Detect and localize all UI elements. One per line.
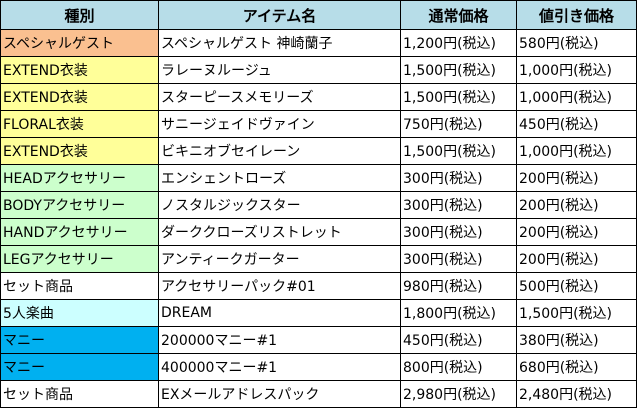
discount-price-cell: 380円(税込) <box>516 326 637 354</box>
discount-price-cell: 200円(税込) <box>516 218 637 246</box>
regular-price-cell: 300円(税込) <box>400 245 517 273</box>
regular-price-cell: 800円(税込) <box>400 353 517 381</box>
item-cell: スターピースメモリーズ <box>158 83 401 111</box>
discount-price-cell: 200円(税込) <box>516 164 637 192</box>
type-cell: マニー <box>0 326 159 354</box>
discount-price-cell: 200円(税込) <box>516 191 637 219</box>
item-cell: ノスタルジックスター <box>158 191 401 219</box>
type-cell: BODYアクセサリー <box>0 191 159 219</box>
table-row: マニー 200000マニー#1 450円(税込) 380円(税込) <box>0 326 637 354</box>
regular-price-cell: 2,980円(税込) <box>400 380 517 408</box>
discount-price-cell: 1,000円(税込) <box>516 83 637 111</box>
regular-price-cell: 300円(税込) <box>400 191 517 219</box>
type-cell: HANDアクセサリー <box>0 218 159 246</box>
item-cell: EXメールアドレスパック <box>158 380 401 408</box>
type-cell: EXTEND衣装 <box>0 83 159 111</box>
regular-price-cell: 980円(税込) <box>400 272 517 300</box>
table-row: セット商品 EXメールアドレスパック 2,980円(税込) 2,480円(税込) <box>0 380 637 408</box>
item-cell: アンティークガーター <box>158 245 401 273</box>
regular-price-cell: 1,500円(税込) <box>400 137 517 165</box>
table-row: LEGアクセサリー アンティークガーター 300円(税込) 200円(税込) <box>0 245 637 273</box>
header-row: 種別 アイテム名 通常価格 値引き価格 <box>0 0 637 30</box>
item-cell: アクセサリーパック#01 <box>158 272 401 300</box>
type-cell: マニー <box>0 353 159 381</box>
type-cell: FLORAL衣装 <box>0 110 159 138</box>
type-cell: LEGアクセサリー <box>0 245 159 273</box>
discount-price-cell: 500円(税込) <box>516 272 637 300</box>
regular-price-cell: 1,800円(税込) <box>400 299 517 327</box>
discount-price-cell: 580円(税込) <box>516 29 637 57</box>
table-row: FLORAL衣装 サニージェイドヴァイン 750円(税込) 450円(税込) <box>0 110 637 138</box>
type-cell: セット商品 <box>0 272 159 300</box>
regular-price-cell: 300円(税込) <box>400 218 517 246</box>
type-cell: HEADアクセサリー <box>0 164 159 192</box>
discount-price-cell: 1,000円(税込) <box>516 137 637 165</box>
table-row: EXTEND衣装 スターピースメモリーズ 1,500円(税込) 1,000円(税… <box>0 83 637 111</box>
item-cell: ビキニオブセイレーン <box>158 137 401 165</box>
table-row: EXTEND衣装 ラレーヌルージュ 1,500円(税込) 1,000円(税込) <box>0 56 637 84</box>
discount-price-cell: 2,480円(税込) <box>516 380 637 408</box>
item-cell: DREAM <box>158 299 401 327</box>
header-regular-price: 通常価格 <box>400 0 517 30</box>
regular-price-cell: 1,500円(税込) <box>400 83 517 111</box>
discount-price-cell: 1,000円(税込) <box>516 56 637 84</box>
regular-price-cell: 300円(税込) <box>400 164 517 192</box>
header-discount-price: 値引き価格 <box>516 0 637 30</box>
item-cell: ダーククローズリストレット <box>158 218 401 246</box>
type-cell: EXTEND衣装 <box>0 56 159 84</box>
table-row: セット商品 アクセサリーパック#01 980円(税込) 500円(税込) <box>0 272 637 300</box>
item-cell: 200000マニー#1 <box>158 326 401 354</box>
discount-price-cell: 680円(税込) <box>516 353 637 381</box>
price-table: 種別 アイテム名 通常価格 値引き価格 スペシャルゲスト スペシャルゲスト 神崎… <box>0 0 637 408</box>
regular-price-cell: 750円(税込) <box>400 110 517 138</box>
discount-price-cell: 450円(税込) <box>516 110 637 138</box>
item-cell: ラレーヌルージュ <box>158 56 401 84</box>
discount-price-cell: 1,500円(税込) <box>516 299 637 327</box>
type-cell: スペシャルゲスト <box>0 29 159 57</box>
regular-price-cell: 450円(税込) <box>400 326 517 354</box>
table-row: HANDアクセサリー ダーククローズリストレット 300円(税込) 200円(税… <box>0 218 637 246</box>
item-cell: サニージェイドヴァイン <box>158 110 401 138</box>
item-cell: スペシャルゲスト 神崎蘭子 <box>158 29 401 57</box>
table-row: スペシャルゲスト スペシャルゲスト 神崎蘭子 1,200円(税込) 580円(税… <box>0 29 637 57</box>
header-type: 種別 <box>0 0 159 30</box>
type-cell: 5人楽曲 <box>0 299 159 327</box>
type-cell: EXTEND衣装 <box>0 137 159 165</box>
item-cell: エンシェントローズ <box>158 164 401 192</box>
table-row: BODYアクセサリー ノスタルジックスター 300円(税込) 200円(税込) <box>0 191 637 219</box>
table-row: HEADアクセサリー エンシェントローズ 300円(税込) 200円(税込) <box>0 164 637 192</box>
table-row: EXTEND衣装 ビキニオブセイレーン 1,500円(税込) 1,000円(税込… <box>0 137 637 165</box>
table-row: 5人楽曲 DREAM 1,800円(税込) 1,500円(税込) <box>0 299 637 327</box>
item-cell: 400000マニー#1 <box>158 353 401 381</box>
type-cell: セット商品 <box>0 380 159 408</box>
discount-price-cell: 200円(税込) <box>516 245 637 273</box>
table-row: マニー 400000マニー#1 800円(税込) 680円(税込) <box>0 353 637 381</box>
regular-price-cell: 1,500円(税込) <box>400 56 517 84</box>
regular-price-cell: 1,200円(税込) <box>400 29 517 57</box>
header-item: アイテム名 <box>158 0 401 30</box>
